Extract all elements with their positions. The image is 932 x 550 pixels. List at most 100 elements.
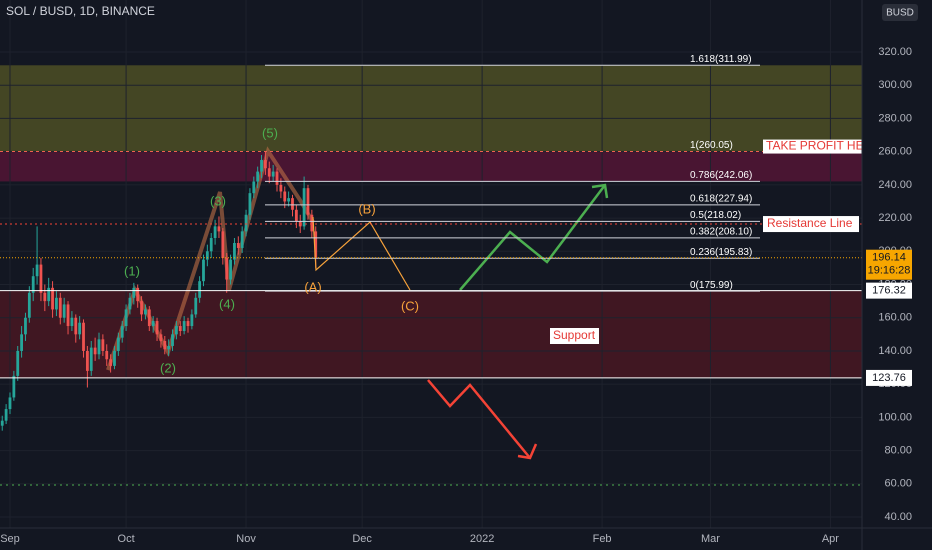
candle-body [240, 231, 244, 248]
abc-projection [312, 216, 411, 291]
candle-body [279, 184, 283, 192]
candle-body [209, 238, 213, 252]
x-tick-label: Nov [236, 533, 256, 545]
candle-body [8, 397, 12, 410]
x-tick-label: Mar [701, 533, 720, 545]
candle-body [105, 350, 109, 360]
candle-body [229, 259, 232, 280]
last-price-tag [866, 249, 912, 280]
fib-label: 0.382(208.10) [690, 226, 752, 237]
price-tag [866, 282, 912, 299]
candle-body [47, 287, 51, 302]
candle-body [124, 309, 128, 327]
bear-arrow [427, 379, 531, 459]
candle-body [140, 301, 143, 315]
candle-body [31, 276, 35, 293]
candle-body [136, 287, 140, 302]
candle-body [159, 334, 163, 341]
time-axis [0, 528, 932, 550]
candle-body [62, 304, 66, 318]
candle-body [70, 317, 74, 327]
candle-body [244, 214, 248, 232]
candle-body [202, 259, 205, 282]
candle-body [163, 340, 167, 350]
chart-title: SOL / BUSD, 1D, BINANCE [6, 4, 155, 18]
candle-body [174, 326, 178, 335]
support-box [550, 328, 599, 344]
take-profit-label: TAKE PROFIT HERE [766, 139, 880, 153]
candle-body [113, 350, 116, 366]
take-profit-box [763, 139, 873, 154]
candle-body [178, 326, 182, 332]
fib-label: 0.236(195.83) [690, 247, 752, 258]
price-tag-label: 123.76 [872, 372, 906, 384]
x-tick-label: Dec [352, 533, 372, 545]
candle-body [213, 226, 217, 239]
countdown: 19:16:28 [868, 265, 911, 277]
y-tick-label: 260.00 [878, 146, 912, 158]
candle-body [35, 264, 39, 277]
candle-body [221, 231, 225, 258]
candle-body [144, 309, 147, 315]
currency: BUSD [886, 8, 914, 19]
price-tag [866, 369, 912, 386]
y-tick-label: 100.00 [878, 411, 912, 423]
candle-body [217, 226, 221, 232]
candle-body [225, 257, 229, 280]
candle-body [82, 322, 85, 351]
candle-body [51, 287, 54, 310]
y-tick-label: 80.00 [884, 445, 912, 457]
candle-body [267, 168, 271, 177]
candle-body [294, 209, 298, 222]
candle-body [167, 345, 171, 350]
candle-body [4, 409, 8, 421]
fib-label: 0.618(227.94) [690, 194, 752, 205]
candle-body [101, 339, 105, 351]
fib-label: 0(175.99) [690, 280, 733, 291]
bull-arrowhead [591, 183, 609, 199]
candle-body [155, 321, 159, 335]
candle-body [198, 281, 202, 298]
candle-body [248, 193, 252, 215]
correction-label: (B) [358, 201, 375, 216]
candle-body [20, 334, 23, 351]
candle-body [302, 188, 306, 227]
bull-arrow [459, 184, 606, 291]
currency-badge[interactable] [882, 4, 918, 21]
candle-body [147, 309, 151, 327]
candle-body [236, 242, 240, 248]
candle-body [151, 321, 155, 327]
candle-body [171, 334, 174, 346]
candle-body [132, 287, 136, 298]
candle-body [190, 314, 194, 327]
support-label: Support [553, 328, 596, 342]
candle-body [0, 420, 4, 426]
wave-label: (4) [219, 296, 235, 311]
candle-body [310, 214, 314, 232]
target-zone [0, 65, 862, 152]
fib-label: 0.5(218.02) [690, 210, 741, 221]
candle-body [27, 292, 31, 318]
candle-body [39, 264, 43, 293]
y-tick-label: 300.00 [878, 79, 912, 91]
candle-body [55, 297, 58, 310]
y-tick-label: 220.00 [878, 212, 912, 224]
correction-label: (C) [401, 298, 419, 313]
candle-body [97, 339, 101, 355]
candle-body [120, 326, 124, 338]
y-tick-label: 60.00 [884, 478, 912, 490]
candle-body [291, 198, 294, 210]
wave-label: (2) [160, 360, 176, 375]
resistance-box [763, 216, 859, 233]
y-tick-label: 320.00 [878, 46, 912, 58]
x-tick-label: Oct [118, 533, 135, 545]
candle-body [128, 297, 132, 310]
price-tag-label: 176.32 [872, 285, 906, 297]
candle-body [16, 350, 20, 376]
wave-label: (1) [124, 263, 140, 278]
candle-body [66, 304, 70, 327]
candle-body [12, 375, 16, 398]
candle-body [109, 359, 113, 366]
candle-body [271, 171, 275, 177]
